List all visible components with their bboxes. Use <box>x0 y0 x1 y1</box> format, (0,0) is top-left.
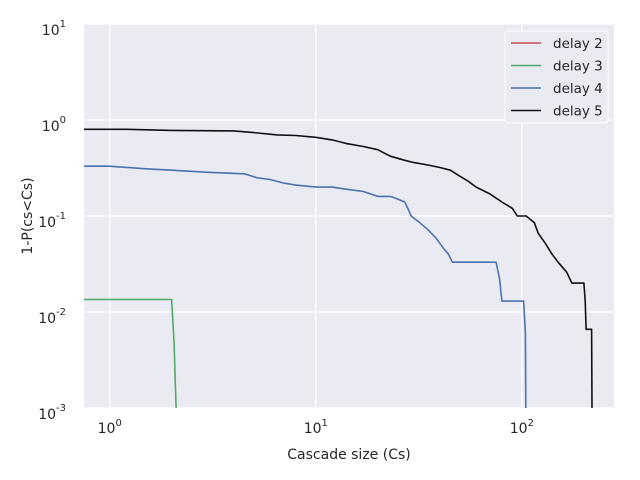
legend: delay 2 delay 3 delay 4 delay 5 <box>504 30 609 124</box>
y-axis-label: 1-P(cs<Cs) <box>20 177 36 254</box>
legend-label: delay 5 <box>553 104 603 120</box>
legend-label: delay 3 <box>553 59 603 75</box>
x-tick-label: 102 <box>510 418 534 437</box>
series-line-delay-4 <box>84 165 527 409</box>
series-line-delay-5 <box>84 128 593 409</box>
y-tick-label: 100 <box>42 115 66 135</box>
x-tick-label: 100 <box>98 418 122 437</box>
y-tick-label: 10-3 <box>38 403 66 423</box>
ticks: 100 101 102 101 100 10-1 10-2 10-3 <box>38 19 534 437</box>
y-tick-label: 10-1 <box>38 211 66 231</box>
legend-box <box>504 30 609 124</box>
series-group <box>84 128 593 409</box>
x-axis-label: Cascade size (Cs) <box>287 447 410 463</box>
legend-label: delay 4 <box>553 81 603 97</box>
y-tick-label: 10-2 <box>38 307 66 327</box>
legend-label: delay 2 <box>553 36 603 52</box>
series-line-delay-3 <box>84 298 177 409</box>
x-tick-label: 101 <box>304 418 328 437</box>
y-tick-label: 101 <box>42 19 66 39</box>
